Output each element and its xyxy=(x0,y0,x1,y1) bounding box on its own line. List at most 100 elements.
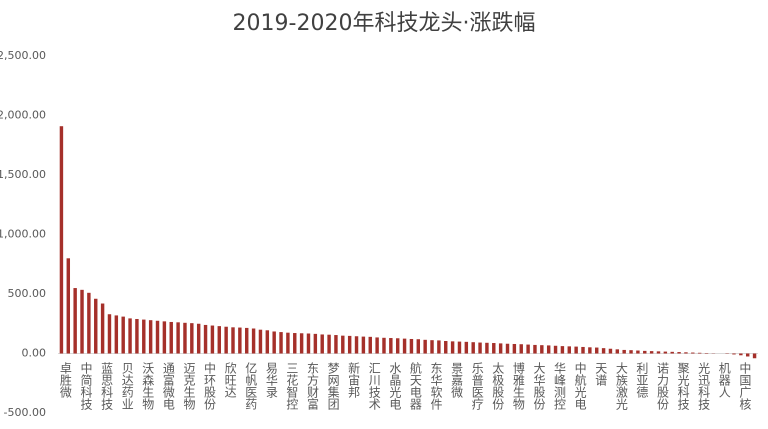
bar xyxy=(622,349,626,354)
bar xyxy=(526,344,530,354)
x-tick-label: 博雅生物 xyxy=(511,361,525,410)
bar xyxy=(464,341,469,354)
x-tick-label: 卓胜微 xyxy=(58,362,72,399)
x-tick-label: 沃森生物 xyxy=(141,362,155,410)
bar xyxy=(155,320,160,354)
bar xyxy=(341,335,345,354)
bar xyxy=(581,346,585,354)
x-tick-label: 迈克生物 xyxy=(182,362,196,410)
bar xyxy=(135,318,139,354)
bar xyxy=(203,324,208,354)
x-tick-label: 三花智控 xyxy=(285,362,299,410)
bar xyxy=(196,323,201,354)
bar xyxy=(368,336,372,354)
bar xyxy=(162,321,167,354)
bar xyxy=(430,340,434,354)
bar xyxy=(299,333,304,354)
bar xyxy=(313,333,318,354)
bar xyxy=(519,344,523,354)
x-tick-label: 蓝思科技 xyxy=(100,362,114,410)
bar xyxy=(444,341,448,354)
x-tick-label: 中航光电 xyxy=(573,361,587,410)
bar xyxy=(389,338,393,354)
bar xyxy=(409,338,414,354)
bar xyxy=(114,315,119,354)
bar xyxy=(574,346,578,354)
bar xyxy=(649,351,654,354)
bar xyxy=(94,298,98,354)
bar xyxy=(293,333,297,354)
x-tick-label: 天谱 xyxy=(594,362,608,386)
bar xyxy=(148,320,153,354)
bar xyxy=(615,349,620,354)
y-tick-label: 2,000.00 xyxy=(0,109,46,122)
bar xyxy=(190,323,194,354)
bar xyxy=(258,329,263,354)
x-tick-label: 利亚德 xyxy=(635,362,649,398)
bar xyxy=(176,322,180,354)
bar xyxy=(320,334,324,354)
bar xyxy=(471,342,475,354)
x-tick-label: 欣旺达 xyxy=(223,362,237,398)
bar xyxy=(354,336,359,354)
x-tick-label: 东华软件 xyxy=(429,362,443,410)
x-tick-label: 易华录 xyxy=(264,362,278,398)
y-tick-label: 500.00 xyxy=(8,287,47,300)
x-tick-label: 航天电器 xyxy=(408,361,422,411)
bar xyxy=(697,352,702,354)
bar xyxy=(382,337,386,354)
x-tick-label: 诺力股份 xyxy=(655,362,669,410)
chart-title: 2019-2020年科技龙头·涨跌幅 xyxy=(233,11,536,36)
bar xyxy=(457,341,462,354)
bar xyxy=(512,343,517,354)
y-tick-label: 0.00 xyxy=(22,347,47,360)
x-tick-label: 亿帆医药 xyxy=(244,361,258,410)
bar xyxy=(395,338,400,354)
bar xyxy=(286,332,290,354)
bar xyxy=(251,328,256,354)
x-tick-label: 贝达药业 xyxy=(120,362,134,410)
bar xyxy=(492,343,496,354)
bar xyxy=(217,326,221,354)
bar xyxy=(732,353,736,355)
bar xyxy=(73,288,77,354)
bar xyxy=(334,335,338,354)
y-tick-label: 1,000.00 xyxy=(0,228,46,241)
bar xyxy=(437,340,441,354)
x-tick-label: 梦网集团 xyxy=(326,362,340,411)
bar xyxy=(663,351,668,354)
bar xyxy=(505,343,510,354)
bar xyxy=(121,316,125,354)
x-tick-label: 景嘉微 xyxy=(450,362,464,399)
x-tick-label: 大族激光 xyxy=(614,362,628,410)
bar xyxy=(272,331,276,354)
bar xyxy=(560,346,565,354)
bar xyxy=(739,353,743,356)
bar xyxy=(752,353,757,359)
bar xyxy=(595,347,599,354)
bar xyxy=(142,319,146,354)
y-tick-label: 2,500.00 xyxy=(0,49,46,62)
bar xyxy=(169,321,173,354)
bar xyxy=(100,303,105,354)
bar xyxy=(553,345,558,354)
x-tick-label: 聚光科技 xyxy=(676,362,690,410)
x-tick-label: 大华股份 xyxy=(532,362,546,410)
bar xyxy=(231,327,235,354)
bar xyxy=(66,258,71,354)
bar xyxy=(629,350,633,354)
bar xyxy=(361,336,366,354)
bar xyxy=(540,345,544,354)
bar xyxy=(107,314,112,354)
bar xyxy=(279,332,283,354)
bar xyxy=(478,342,482,354)
bar xyxy=(416,339,421,354)
bar xyxy=(347,335,352,354)
bar xyxy=(601,348,606,354)
bar xyxy=(450,341,455,354)
bar xyxy=(643,350,647,354)
bar xyxy=(87,292,91,354)
bar xyxy=(183,322,187,354)
bar xyxy=(670,351,674,354)
bar xyxy=(59,126,64,354)
